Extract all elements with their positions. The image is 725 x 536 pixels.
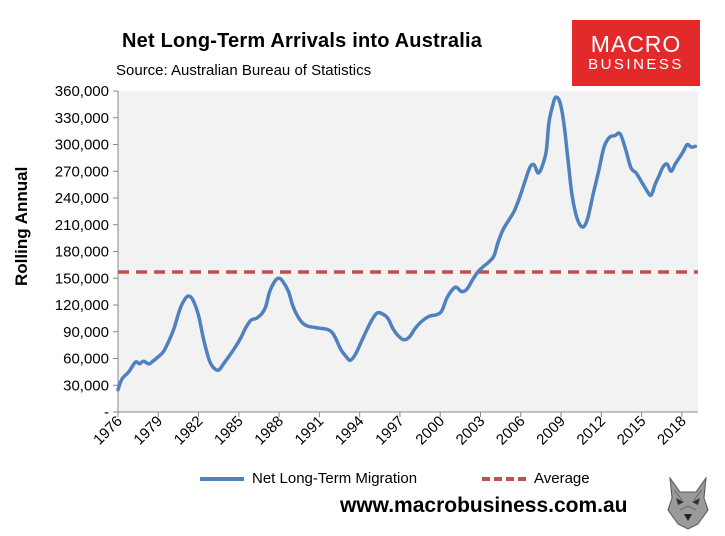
x-tick-label: 2000 (412, 413, 448, 449)
y-tick-label: 300,000 (55, 137, 109, 154)
y-tick-label: 330,000 (55, 110, 109, 127)
x-tick-label: 1979 (130, 413, 166, 449)
x-tick-label: 2015 (614, 413, 650, 449)
plot-area (118, 91, 698, 412)
y-tick-label: 120,000 (55, 297, 109, 314)
logo-line2: BUSINESS (588, 56, 684, 73)
y-tick-label: 150,000 (55, 270, 109, 287)
x-tick-label: 2009 (533, 413, 569, 449)
y-tick-label: 240,000 (55, 190, 109, 207)
x-tick-label: 2018 (654, 413, 690, 449)
x-tick-label: 2012 (574, 413, 610, 449)
legend-label-migration: Net Long-Term Migration (252, 470, 418, 487)
y-tick-label: 180,000 (55, 244, 109, 261)
y-tick-label: - (104, 404, 109, 421)
logo-line1: MACRO (590, 31, 682, 57)
macrobusiness-logo: MACRO BUSINESS (572, 20, 700, 86)
x-tick-label: 1997 (372, 413, 408, 449)
x-tick-label: 2006 (493, 413, 529, 449)
legend-item-average: Average (482, 470, 590, 487)
legend-item-migration: Net Long-Term Migration (200, 470, 417, 487)
x-tick-label: 1991 (292, 413, 328, 449)
chart-subtitle: Source: Australian Bureau of Statistics (116, 62, 372, 79)
legend-label-average: Average (534, 470, 590, 487)
x-tick-label: 2003 (453, 413, 489, 449)
series-line-net-long-term-migration (116, 95, 698, 392)
x-tick-label: 1994 (332, 413, 368, 449)
website-url: www.macrobusiness.com.au (340, 494, 628, 517)
chart-title: Net Long-Term Arrivals into Australia (122, 30, 483, 52)
y-tick-label: 360,000 (55, 83, 109, 100)
wolf-logo-icon (667, 476, 709, 530)
legend-swatch-migration (200, 476, 244, 481)
x-tick-label: 1976 (90, 413, 126, 449)
y-tick-label: 210,000 (55, 217, 109, 234)
y-tick-label: 270,000 (55, 163, 109, 180)
y-tick-label: 90,000 (63, 324, 109, 341)
x-tick-label: 1988 (251, 413, 287, 449)
x-tick-label: 1982 (171, 413, 207, 449)
legend-swatch-average (482, 476, 526, 481)
y-tick-label: 60,000 (63, 351, 109, 368)
x-tick-label: 1985 (211, 413, 247, 449)
y-tick-label: 30,000 (63, 377, 109, 394)
